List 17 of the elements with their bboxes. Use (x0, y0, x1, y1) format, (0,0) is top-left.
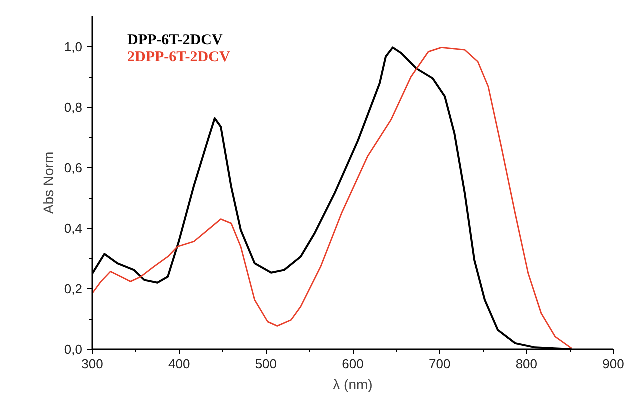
x-tick-label: 800 (516, 356, 538, 372)
y-tick-label: 1,0 (64, 39, 83, 54)
x-tick-label: 900 (602, 356, 624, 372)
x-tick-label: 600 (342, 356, 364, 372)
x-tick-label: 700 (428, 356, 451, 372)
y-tick-label: 0,0 (64, 342, 83, 357)
y-tick-label: 0,4 (64, 220, 83, 236)
y-tick-label: 0,2 (64, 281, 83, 296)
x-tick-label: 300 (82, 356, 104, 372)
y-tick-label: 0,8 (64, 100, 83, 115)
x-tick-label: 400 (168, 356, 190, 372)
x-axis-title: λ (nm) (333, 376, 373, 392)
text: 2DPP-6T-2DCV (128, 50, 230, 66)
y-tick-label: 0,6 (64, 160, 83, 176)
x-tick-label: 500 (255, 356, 278, 372)
text: DPP-6T-2DCV (128, 32, 223, 48)
y-axis-title: Abs Norm (40, 152, 56, 214)
